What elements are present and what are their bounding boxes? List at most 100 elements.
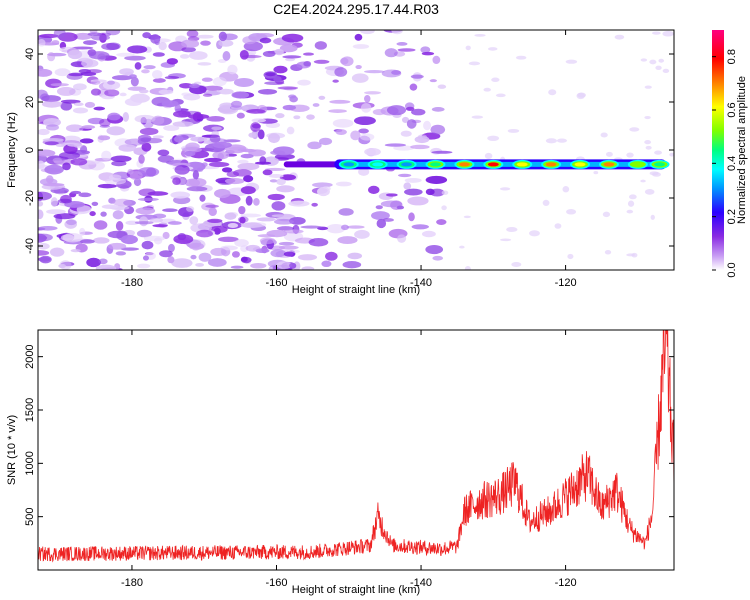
noise-blob: [364, 95, 371, 103]
noise-blob: [375, 205, 383, 210]
noise-blob: [289, 262, 297, 269]
noise-blob: [300, 225, 323, 229]
noise-blob: [268, 133, 280, 144]
noise-blob: [275, 113, 285, 119]
noise-blob: [38, 225, 58, 231]
noise-blob: [185, 142, 200, 151]
noise-blob: [115, 251, 127, 256]
noise-blob: [441, 190, 449, 196]
noise-blob: [487, 135, 500, 142]
noise-blob: [141, 142, 152, 152]
noise-blob: [432, 255, 444, 261]
noise-blob: [91, 34, 110, 41]
signal-peak: [545, 162, 557, 167]
noise-blob: [152, 135, 164, 139]
noise-blob: [122, 112, 130, 122]
noise-blob: [137, 263, 151, 269]
noise-blob: [118, 144, 137, 152]
noise-blob: [239, 49, 249, 60]
spectrogram-heatmap: [38, 30, 674, 270]
noise-blob: [84, 101, 96, 108]
noise-blob: [79, 138, 94, 144]
noise-blob: [38, 209, 44, 220]
noise-blob: [57, 198, 72, 204]
noise-blob: [212, 141, 232, 149]
noise-blob: [143, 65, 156, 70]
noise-blob: [245, 244, 261, 252]
noise-blob: [62, 233, 83, 243]
noise-blob: [314, 41, 327, 50]
noise-blob: [172, 110, 191, 118]
noise-blob: [73, 102, 84, 107]
noise-blob: [626, 209, 634, 214]
noise-blob: [629, 194, 637, 200]
noise-blob: [86, 257, 101, 268]
x-tick-label: -180: [121, 577, 143, 589]
noise-blob: [421, 51, 435, 56]
noise-blob: [236, 112, 245, 119]
colorbar-tick-label: 0.0: [726, 262, 738, 277]
noise-blob: [152, 52, 165, 57]
noise-blob: [386, 105, 407, 116]
noise-blob: [545, 138, 558, 144]
noise-blob: [407, 196, 429, 206]
noise-blob: [138, 154, 145, 164]
noise-blob: [274, 218, 294, 225]
snr-panel: -180 -160 -140 -120 500 1000 1500 2000 Height …: [6, 329, 675, 596]
noise-blob: [515, 55, 527, 60]
noise-blob: [484, 152, 493, 160]
noise-blob: [332, 118, 354, 128]
noise-blob: [73, 32, 93, 40]
noise-blob: [265, 72, 276, 77]
noise-blob: [593, 170, 599, 175]
noise-blob: [270, 249, 286, 258]
noise-blob: [276, 261, 293, 269]
noise-blob: [566, 209, 577, 215]
noise-blob: [171, 258, 193, 268]
noise-blob: [181, 39, 200, 49]
noise-blob: [97, 183, 117, 189]
noise-blob: [240, 213, 261, 218]
noise-blob: [262, 169, 273, 176]
noise-blob: [360, 102, 372, 113]
noise-blob: [259, 37, 272, 44]
signal-peak: [574, 162, 586, 167]
noise-blob: [288, 200, 310, 207]
x-tick-label: -140: [410, 277, 432, 289]
noise-blob: [346, 225, 365, 229]
noise-blob: [174, 164, 190, 175]
noise-blob: [81, 125, 96, 130]
noise-blob: [190, 136, 208, 142]
noise-blob: [80, 239, 95, 244]
noise-blob: [600, 132, 608, 138]
noise-blob: [269, 179, 278, 183]
noise-blob: [70, 158, 88, 166]
noise-blob: [90, 88, 102, 96]
noise-blob: [468, 61, 481, 66]
noise-blob: [655, 65, 662, 70]
noise-blob: [205, 204, 219, 208]
noise-blob: [282, 104, 297, 111]
noise-blob: [79, 227, 86, 236]
noise-blob: [335, 129, 347, 135]
noise-blob: [101, 150, 112, 161]
noise-blob: [186, 186, 208, 192]
noise-blob: [83, 40, 97, 45]
noise-blob: [124, 98, 143, 106]
noise-blob: [429, 188, 445, 197]
noise-blob: [95, 264, 117, 270]
noise-blob: [74, 143, 83, 149]
noise-blob: [206, 116, 225, 122]
noise-blob: [162, 231, 170, 240]
noise-blob: [134, 114, 156, 124]
noise-blob: [38, 243, 50, 250]
signal-peak: [603, 162, 615, 167]
noise-blob: [158, 89, 174, 95]
noise-blob: [187, 113, 210, 120]
noise-blob: [189, 83, 200, 89]
noise-blob: [237, 159, 249, 164]
noise-blob: [335, 181, 352, 187]
noise-blob: [157, 149, 170, 156]
noise-blob: [179, 54, 190, 59]
noise-blob: [384, 48, 398, 58]
